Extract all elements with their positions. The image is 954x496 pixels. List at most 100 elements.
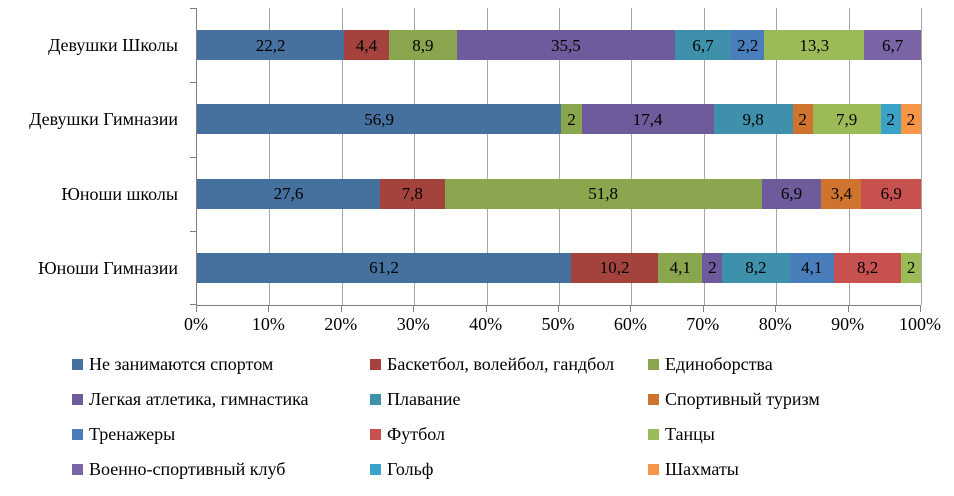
legend-label: Единоборства [665, 354, 773, 374]
legend-label: Легкая атлетика, гимнастика [89, 389, 309, 409]
x-tick-mark [413, 305, 415, 312]
data-label: 6,7 [692, 35, 714, 55]
legend-item: Военно-спортивный клуб [72, 459, 370, 480]
x-tick-mark [920, 305, 921, 312]
x-tick-label: 50% [541, 314, 575, 334]
legend-swatch-icon [370, 464, 381, 475]
legend-label: Баскетбол, волейбол, гандбол [387, 354, 615, 374]
x-tick-label: 30% [396, 314, 430, 334]
bar-segment: 6,9 [761, 178, 822, 209]
category-tick [190, 230, 196, 232]
legend-swatch-icon [72, 359, 83, 370]
data-label: 2 [886, 109, 895, 129]
legend-swatch-icon [72, 394, 83, 405]
gridline-30% [414, 8, 416, 305]
legend-label: Шахматы [665, 459, 739, 479]
data-label: 6,9 [880, 184, 902, 204]
bar-segment: 6,7 [864, 30, 921, 61]
data-label: 8,9 [412, 35, 434, 55]
bar-segment: 4,4 [344, 30, 389, 61]
legend-label: Плавание [387, 389, 461, 409]
data-label: 7,8 [401, 184, 423, 204]
legend-label: Не занимаются спортом [89, 354, 274, 374]
bar-segment: 7,9 [812, 104, 881, 135]
gridline-60% [631, 8, 633, 305]
data-label: 8,2 [856, 258, 879, 278]
bar-segment: 8,2 [833, 252, 902, 283]
x-tick-mark [340, 305, 342, 312]
gridline-90% [848, 8, 850, 305]
legend-swatch-icon [72, 429, 83, 440]
x-axis: 0% 10% 20% 30% 40% 50% 60% 70% 80% 90% 100% [184, 305, 941, 345]
bar-segment: 2,2 [731, 30, 765, 61]
gridline-100% [921, 8, 922, 305]
category-tick [190, 82, 196, 84]
x-tick-mark [847, 305, 849, 312]
category-axis: Девушки Школы Девушки Гимназии Юноши школы… [0, 8, 188, 305]
bar-segment: 8,2 [722, 252, 790, 283]
bar-segment: 3,4 [821, 178, 862, 209]
bar-segment: 2 [702, 252, 723, 283]
legend-item: Не занимаются спортом [72, 354, 370, 375]
bar-segment: 56,9 [197, 104, 562, 135]
category-tick [190, 8, 196, 9]
legend-label: Гольф [387, 459, 434, 479]
gridline-50% [559, 8, 560, 305]
data-label: 2,2 [737, 35, 759, 55]
bar-segment: 61,2 [197, 252, 571, 283]
bar-segment: 35,5 [457, 30, 675, 61]
plot-area: 22,2 4,4 8,9 35,5 6,7 2,2 13,3 6,7 56,9 2 17,4 9,8 2… [196, 8, 922, 306]
x-tick-label: 80% [758, 314, 792, 334]
gridline-70% [703, 8, 705, 305]
bar-segment: 27,6 [197, 178, 380, 209]
data-label: 4,1 [801, 258, 823, 278]
bar-segment: 2 [900, 104, 922, 135]
x-tick-label: 100% [899, 314, 941, 334]
legend-item: Единоборства [648, 354, 954, 375]
legend-swatch-icon [72, 464, 83, 475]
x-tick-mark [558, 305, 559, 312]
data-label: 2 [906, 258, 916, 278]
x-tick-label: 60% [613, 314, 647, 334]
bar-segment: 8,9 [388, 30, 458, 61]
legend-swatch-icon [648, 394, 659, 405]
x-tick-label: 20% [324, 314, 358, 334]
data-label: 2 [906, 109, 916, 129]
data-label: 2 [708, 258, 717, 278]
legend-swatch-icon [648, 359, 659, 370]
legend-swatch-icon [648, 464, 659, 475]
data-label: 4,1 [669, 258, 691, 278]
data-label: 4,4 [355, 35, 378, 55]
category-label: Юноши Гимназии [38, 257, 178, 278]
data-label: 10,2 [599, 258, 630, 278]
legend-label: Танцы [665, 424, 715, 444]
bar-row: 22,2 4,4 8,9 35,5 6,7 2,2 13,3 6,7 [197, 30, 921, 61]
legend-label: Спортивный туризм [665, 389, 820, 409]
data-label: 6,7 [882, 35, 904, 55]
data-label: 6,9 [780, 184, 803, 204]
x-tick-mark [485, 305, 487, 312]
x-tick-label: 90% [831, 314, 865, 334]
legend-swatch-icon [370, 429, 381, 440]
x-tick-label: 70% [686, 314, 720, 334]
x-tick-label: 40% [469, 314, 503, 334]
category-label: Девушки Школы [48, 35, 178, 56]
x-tick-mark [196, 305, 197, 312]
bar-segment: 2 [792, 104, 813, 135]
legend-item: Футбол [370, 424, 648, 445]
data-label: 2 [798, 109, 807, 129]
x-tick-mark [775, 305, 777, 312]
data-label: 27,6 [273, 184, 304, 204]
legend-swatch-icon [370, 394, 381, 405]
bar-row: 56,9 2 17,4 9,8 2 7,9 2 2 [197, 104, 922, 135]
bar-segment: 22,2 [197, 30, 345, 61]
bar-segment: 13,3 [764, 30, 865, 61]
data-label: 61,2 [369, 258, 399, 278]
legend-item: Танцы [648, 424, 954, 445]
legend-item: Баскетбол, волейбол, гандбол [370, 354, 648, 375]
legend-item: Тренажеры [72, 424, 370, 445]
data-label: 22,2 [255, 35, 286, 55]
category-label: Девушки Гимназии [29, 109, 178, 130]
bar-segment: 9,8 [713, 104, 793, 135]
data-label: 7,9 [836, 109, 858, 129]
